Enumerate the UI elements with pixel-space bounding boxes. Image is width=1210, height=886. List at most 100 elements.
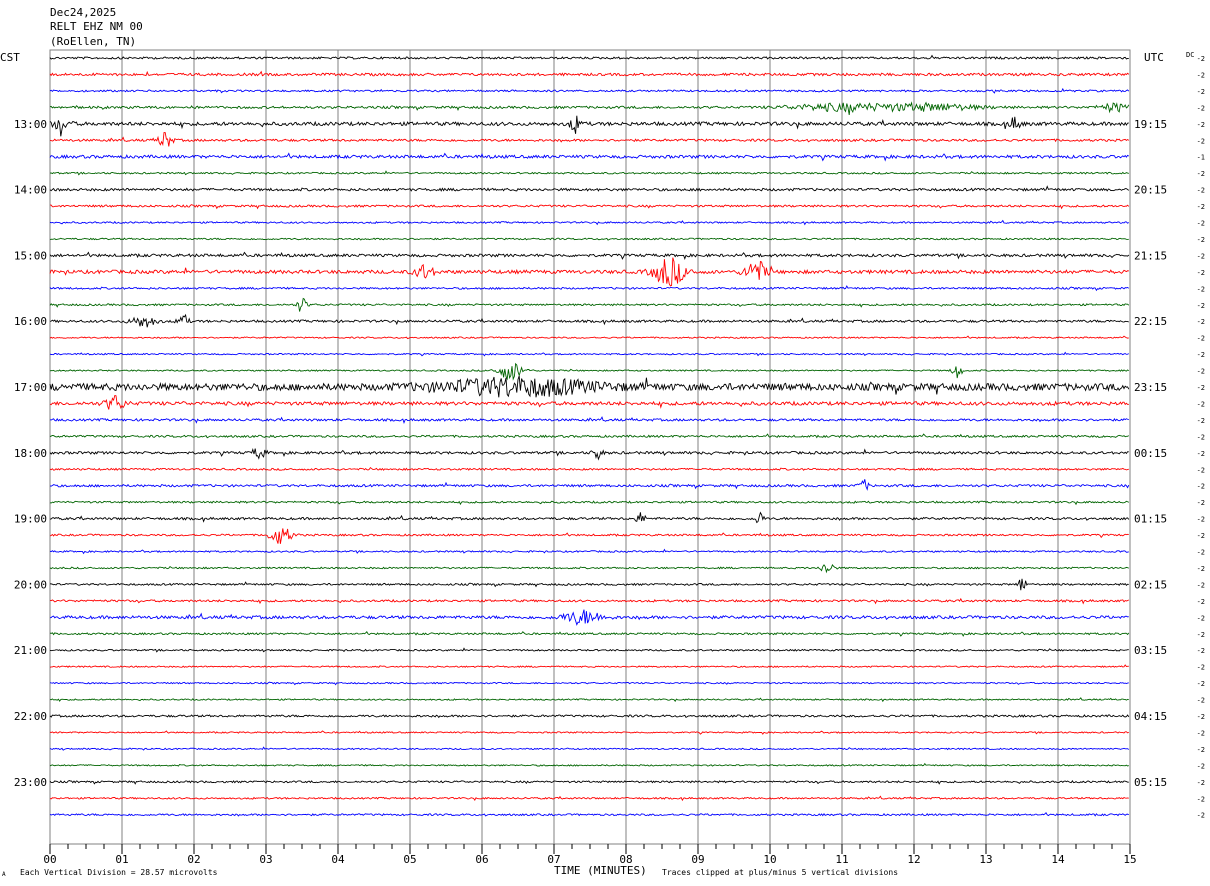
trace-32 bbox=[49, 578, 1129, 591]
x-tick-label: 11 bbox=[835, 853, 848, 866]
trace-42 bbox=[49, 746, 1130, 751]
dc-offset-label: -2 bbox=[1197, 795, 1205, 803]
trace-1 bbox=[49, 70, 1130, 77]
dc-offset-label: -2 bbox=[1197, 779, 1205, 787]
trace-9 bbox=[49, 204, 1130, 210]
dc-offset-label: -2 bbox=[1197, 697, 1205, 705]
x-tick-label: 13 bbox=[979, 853, 992, 866]
left-hour-label: 19:00 bbox=[14, 513, 47, 526]
trace-29 bbox=[49, 528, 1129, 544]
dc-offset-label: -2 bbox=[1197, 269, 1205, 277]
dc-offset-label: -2 bbox=[1197, 203, 1205, 211]
left-timezone-label: CST bbox=[0, 51, 20, 64]
dc-offset-label: -2 bbox=[1197, 680, 1205, 688]
dc-offset-label: -2 bbox=[1197, 516, 1205, 524]
trace-34 bbox=[49, 609, 1129, 626]
dc-offset-labels: -2 -2 -2 -2 -2 -2 -1 -2 -2 -2 -2 -2 -2 -2 -2 -2 -2 -2 -2 -2… bbox=[1197, 55, 1205, 820]
dc-offset-label: -2 bbox=[1197, 549, 1205, 557]
x-tick-label: 02 bbox=[187, 853, 200, 866]
scale-note: Each Vertical Division = 28.57 microvolt… bbox=[20, 868, 218, 877]
trace-8 bbox=[49, 185, 1130, 192]
dc-offset-label: -2 bbox=[1197, 433, 1205, 441]
left-hour-labels: 13:00 14:00 15:00 16:00 17:00 18:00 19:00 20:00… bbox=[14, 118, 47, 789]
x-tick-label: 15 bbox=[1123, 853, 1136, 866]
trace-4 bbox=[49, 115, 1129, 137]
dc-offset-label: -2 bbox=[1197, 137, 1205, 145]
dc-offset-label: -2 bbox=[1197, 302, 1205, 310]
trace-20 bbox=[49, 375, 1130, 398]
trace-22 bbox=[49, 416, 1129, 424]
trace-7 bbox=[49, 170, 1129, 176]
dc-offset-label: -2 bbox=[1197, 121, 1205, 129]
trace-3 bbox=[49, 101, 1130, 116]
dc-offset-label: -2 bbox=[1197, 351, 1205, 359]
right-timezone-label: UTC bbox=[1144, 51, 1164, 64]
right-hour-label: 20:15 bbox=[1134, 184, 1167, 197]
dc-offset-label: -2 bbox=[1197, 400, 1205, 408]
trace-35 bbox=[49, 631, 1130, 637]
left-hour-label: 20:00 bbox=[14, 578, 47, 591]
dc-offset-label: -2 bbox=[1197, 483, 1205, 491]
dc-offset-label: -2 bbox=[1197, 812, 1205, 820]
trace-44 bbox=[49, 780, 1129, 785]
left-hour-label: 16:00 bbox=[14, 315, 47, 328]
x-tick-label: 01 bbox=[115, 853, 128, 866]
trace-0 bbox=[49, 54, 1129, 60]
trace-43 bbox=[49, 762, 1129, 767]
left-hour-label: 13:00 bbox=[14, 118, 47, 131]
dc-offset-label: -2 bbox=[1197, 581, 1205, 589]
x-axis-ticks: 00 01 02 03 04 05 06 07 08 09 10 11 12 13 14 15 bbox=[43, 844, 1137, 866]
right-hour-label: 01:15 bbox=[1134, 513, 1167, 526]
trace-15 bbox=[49, 297, 1130, 312]
left-hour-label: 15:00 bbox=[14, 249, 47, 262]
dc-offset-label: -2 bbox=[1197, 220, 1205, 228]
dc-offset-label: -2 bbox=[1197, 614, 1205, 622]
trace-13 bbox=[49, 257, 1129, 287]
dc-offset-label: -2 bbox=[1197, 499, 1205, 507]
trace-14 bbox=[49, 285, 1130, 292]
left-hour-label: 21:00 bbox=[14, 644, 47, 657]
trace-16 bbox=[49, 313, 1129, 328]
right-hour-label: 04:15 bbox=[1134, 710, 1167, 723]
minute-grid bbox=[121, 50, 1059, 844]
trace-40 bbox=[49, 714, 1130, 719]
dc-offset-label: -2 bbox=[1197, 335, 1205, 343]
trace-28 bbox=[49, 511, 1130, 524]
trace-5 bbox=[49, 132, 1130, 147]
left-hour-label: 18:00 bbox=[14, 447, 47, 460]
trace-12 bbox=[49, 251, 1130, 261]
trace-24 bbox=[49, 447, 1129, 461]
dc-offset-label: -2 bbox=[1197, 71, 1205, 79]
dc-offset-label: -2 bbox=[1197, 368, 1205, 376]
x-tick-label: 08 bbox=[619, 853, 632, 866]
right-hour-label: 21:15 bbox=[1134, 249, 1167, 262]
right-hour-label: 03:15 bbox=[1134, 644, 1167, 657]
dc-offset-label: -2 bbox=[1197, 187, 1205, 195]
x-tick-label: 05 bbox=[403, 853, 416, 866]
x-tick-label: 06 bbox=[475, 853, 488, 866]
trace-25 bbox=[49, 467, 1129, 471]
left-hour-label: 14:00 bbox=[14, 184, 47, 197]
x-tick-label: 14 bbox=[1051, 853, 1065, 866]
dc-offset-label: -2 bbox=[1197, 762, 1205, 770]
dc-offset-label: -2 bbox=[1197, 384, 1205, 392]
right-hour-label: 05:15 bbox=[1134, 776, 1167, 789]
left-hour-label: 22:00 bbox=[14, 710, 47, 723]
dc-label: DC bbox=[1186, 51, 1194, 59]
dc-offset-label: -2 bbox=[1197, 729, 1205, 737]
x-tick-label: 12 bbox=[907, 853, 920, 866]
trace-18 bbox=[49, 351, 1130, 357]
trace-38 bbox=[49, 681, 1129, 686]
trace-21 bbox=[49, 395, 1129, 410]
right-hour-label: 02:15 bbox=[1134, 578, 1167, 591]
right-hour-label: 19:15 bbox=[1134, 118, 1167, 131]
trace-33 bbox=[49, 597, 1130, 605]
dc-offset-label: -2 bbox=[1197, 170, 1205, 178]
header-station: RELT EHZ NM 00 bbox=[50, 20, 143, 33]
dc-offset-label: -2 bbox=[1197, 466, 1205, 474]
trace-27 bbox=[49, 500, 1129, 506]
x-tick-label: 00 bbox=[43, 853, 56, 866]
dc-offset-label: -2 bbox=[1197, 417, 1205, 425]
dc-offset-label: -2 bbox=[1197, 746, 1205, 754]
